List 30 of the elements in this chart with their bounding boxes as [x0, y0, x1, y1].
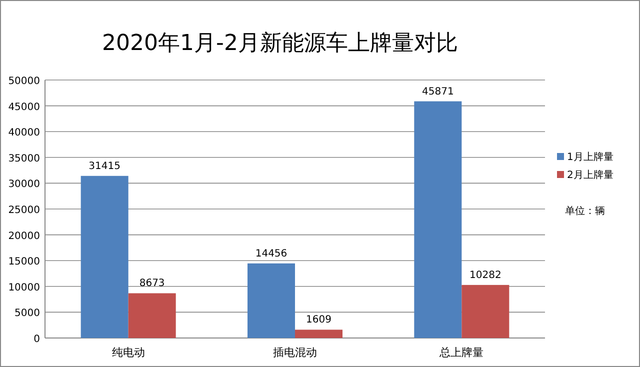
- data-label: 8673: [139, 278, 165, 290]
- data-label: 1609: [306, 314, 332, 326]
- y-tick-label: 20000: [8, 230, 40, 242]
- bar: [414, 101, 462, 338]
- x-tick-label: 总上牌量: [438, 346, 484, 359]
- y-tick-label: 5000: [14, 308, 40, 320]
- y-tick-label: 10000: [8, 282, 40, 294]
- chart-title: 2020年1月-2月新能源车上牌量对比: [102, 31, 458, 56]
- y-tick-label: 35000: [8, 153, 40, 164]
- bar: [295, 330, 342, 338]
- bar: [128, 293, 176, 338]
- bar: [80, 176, 128, 338]
- y-tick-label: 45000: [8, 102, 40, 113]
- x-tick-label: 纯电动: [112, 346, 145, 359]
- bar: [462, 284, 510, 338]
- legend-label: 1月上牌量: [567, 151, 614, 163]
- data-label: 14456: [255, 248, 288, 260]
- data-label: 45871: [422, 86, 454, 98]
- y-tick-label: 15000: [8, 256, 40, 268]
- data-label: 31415: [88, 160, 120, 172]
- legend-label: 2月上牌量: [567, 169, 614, 181]
- y-tick-label: 40000: [8, 128, 40, 139]
- x-tick-label: 插电混动: [273, 346, 317, 359]
- y-tick-label: 0: [34, 334, 40, 345]
- y-tick-label: 50000: [8, 76, 40, 87]
- text: 单位：辆: [565, 205, 605, 217]
- y-tick-label: 25000: [8, 205, 40, 216]
- bar: [248, 263, 295, 338]
- y-tick-label: 30000: [8, 179, 40, 190]
- data-label: 10282: [470, 270, 502, 281]
